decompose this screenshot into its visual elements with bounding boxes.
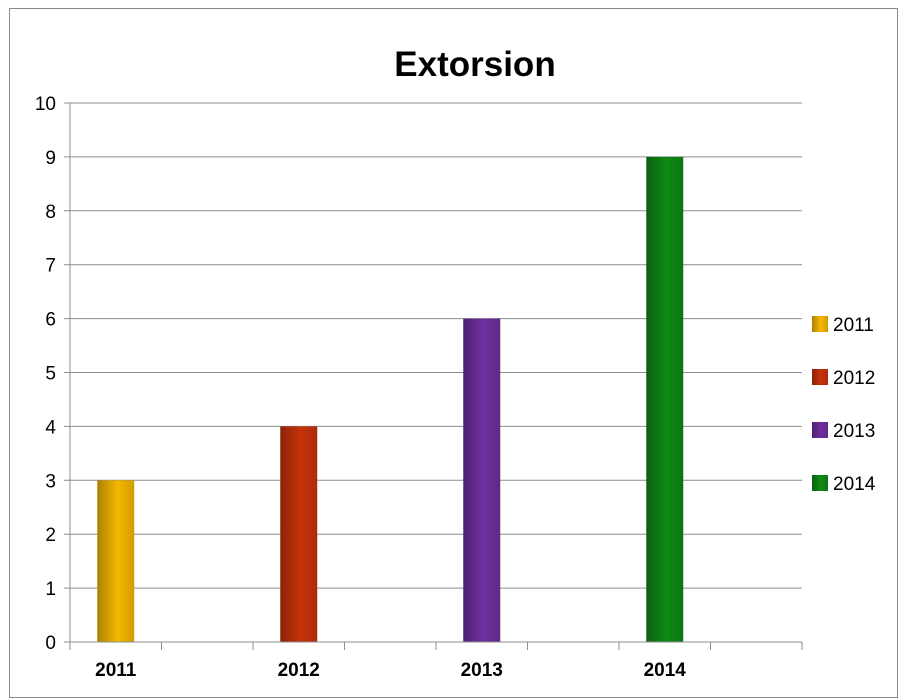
y-tick-label: 0	[45, 633, 56, 654]
bar-2013	[463, 318, 501, 642]
legend: 2011 2012 2013 2014	[812, 315, 876, 495]
bar-2012	[280, 426, 318, 642]
legend-swatch	[812, 475, 828, 491]
y-tick-label: 2	[45, 525, 56, 546]
y-axis-tick-labels: 0 1 2 3 4 5 6 7 8 9 10	[35, 94, 57, 654]
y-tick-label: 3	[45, 471, 56, 492]
legend-label: 2013	[833, 421, 875, 442]
legend-swatch	[812, 369, 828, 385]
y-tick-label: 4	[45, 417, 56, 438]
y-tick-label: 10	[35, 94, 56, 115]
chart-frame	[9, 8, 898, 698]
legend-label: 2011	[833, 315, 874, 336]
legend-label: 2012	[833, 368, 875, 389]
x-tick-label: 2013	[461, 660, 503, 681]
y-tick-label: 6	[45, 310, 56, 331]
bar-2014	[646, 156, 684, 642]
y-tick-label: 9	[45, 148, 56, 169]
gridlines	[64, 102, 802, 589]
axes	[64, 103, 803, 650]
legend-label: 2014	[833, 474, 876, 495]
x-tick-label: 2014	[644, 660, 687, 681]
legend-swatch	[812, 316, 828, 332]
x-tick-label: 2011	[95, 660, 137, 681]
y-tick-label: 8	[45, 202, 56, 223]
bar-2011	[97, 480, 135, 642]
y-tick-label: 7	[45, 256, 56, 277]
chart-title: Extorsion	[394, 45, 555, 84]
y-tick-label: 1	[45, 579, 56, 600]
bars	[97, 156, 684, 642]
x-axis-tick-labels: 2011 2012 2013 2014	[95, 660, 686, 681]
y-tick-label: 5	[45, 364, 56, 385]
x-tick-label: 2012	[278, 660, 320, 681]
legend-swatch	[812, 422, 828, 438]
